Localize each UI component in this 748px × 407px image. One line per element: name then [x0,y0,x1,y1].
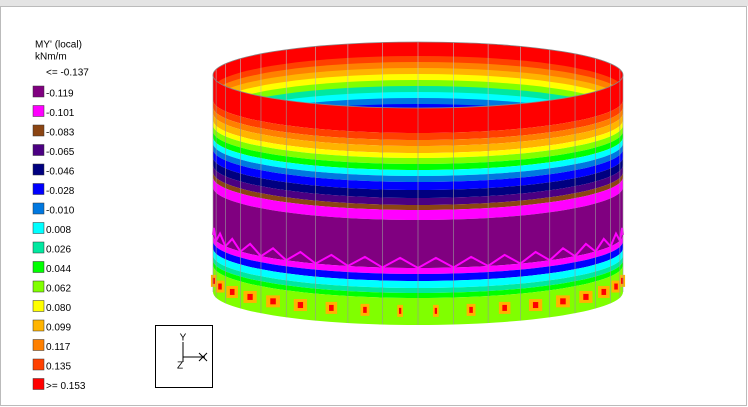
legend-label: 0.062 [46,284,71,295]
z-axis-label: Z [177,361,183,372]
legend-swatch [33,320,44,331]
legend-swatch [33,340,44,351]
legend-label: >= 0.153 [46,381,86,392]
legend-label: -0.046 [46,167,75,178]
panel-core [218,284,222,290]
panel-core [230,289,235,295]
legend-swatch [33,242,44,253]
legend-swatch [33,262,44,273]
legend-label: 0.026 [46,245,71,256]
panel-core [399,308,401,314]
panel-core [298,302,303,308]
panel-core [560,298,566,304]
legend-label: -0.119 [46,89,74,100]
legend-label: 0.099 [46,323,71,334]
legend-label: -0.083 [46,128,75,139]
legend-title: MY' (local) [35,40,82,51]
panel-core [533,302,538,308]
panel-core [502,305,507,311]
axis-triad: Y Z [156,326,213,388]
legend-label: 0.008 [46,225,71,236]
legend-swatch [33,301,44,312]
legend-swatch [33,164,44,175]
legend-swatch [33,281,44,292]
legend-swatch [33,379,44,390]
legend-label: 0.117 [46,342,71,353]
legend-label: 0.135 [46,362,71,373]
legend-swatch [33,359,44,370]
legend-label: -0.065 [46,147,75,158]
panel-core [583,294,588,300]
panel-core [614,284,618,290]
legend-label: -0.101 [46,108,75,119]
legend-swatch [33,86,44,97]
legend-label: -0.010 [46,206,75,217]
y-axis-label: Y [180,333,187,344]
panel-core [363,307,367,313]
top-bar [0,0,748,6]
panel-core [601,289,606,295]
legend-label: 0.044 [46,264,71,275]
legend-swatch [33,145,44,156]
legend-top-label: <= -0.137 [46,68,89,79]
legend-swatch [33,203,44,214]
legend-label: -0.028 [46,186,75,197]
legend-swatch [33,223,44,234]
cylinder-plot [211,42,625,325]
panel-core [329,305,334,311]
panel-core [247,294,252,300]
panel-core [270,298,276,304]
legend-swatch [33,184,44,195]
legend-label: 0.080 [46,303,71,314]
legend-swatch [33,106,44,117]
legend-unit: kNm/m [35,52,67,63]
panel-core [469,307,473,313]
legend-swatch [33,125,44,136]
panel-core [435,308,437,314]
result-window: MY' (local) kNm/m <= -0.137 -0.119 -0.101… [0,0,748,407]
